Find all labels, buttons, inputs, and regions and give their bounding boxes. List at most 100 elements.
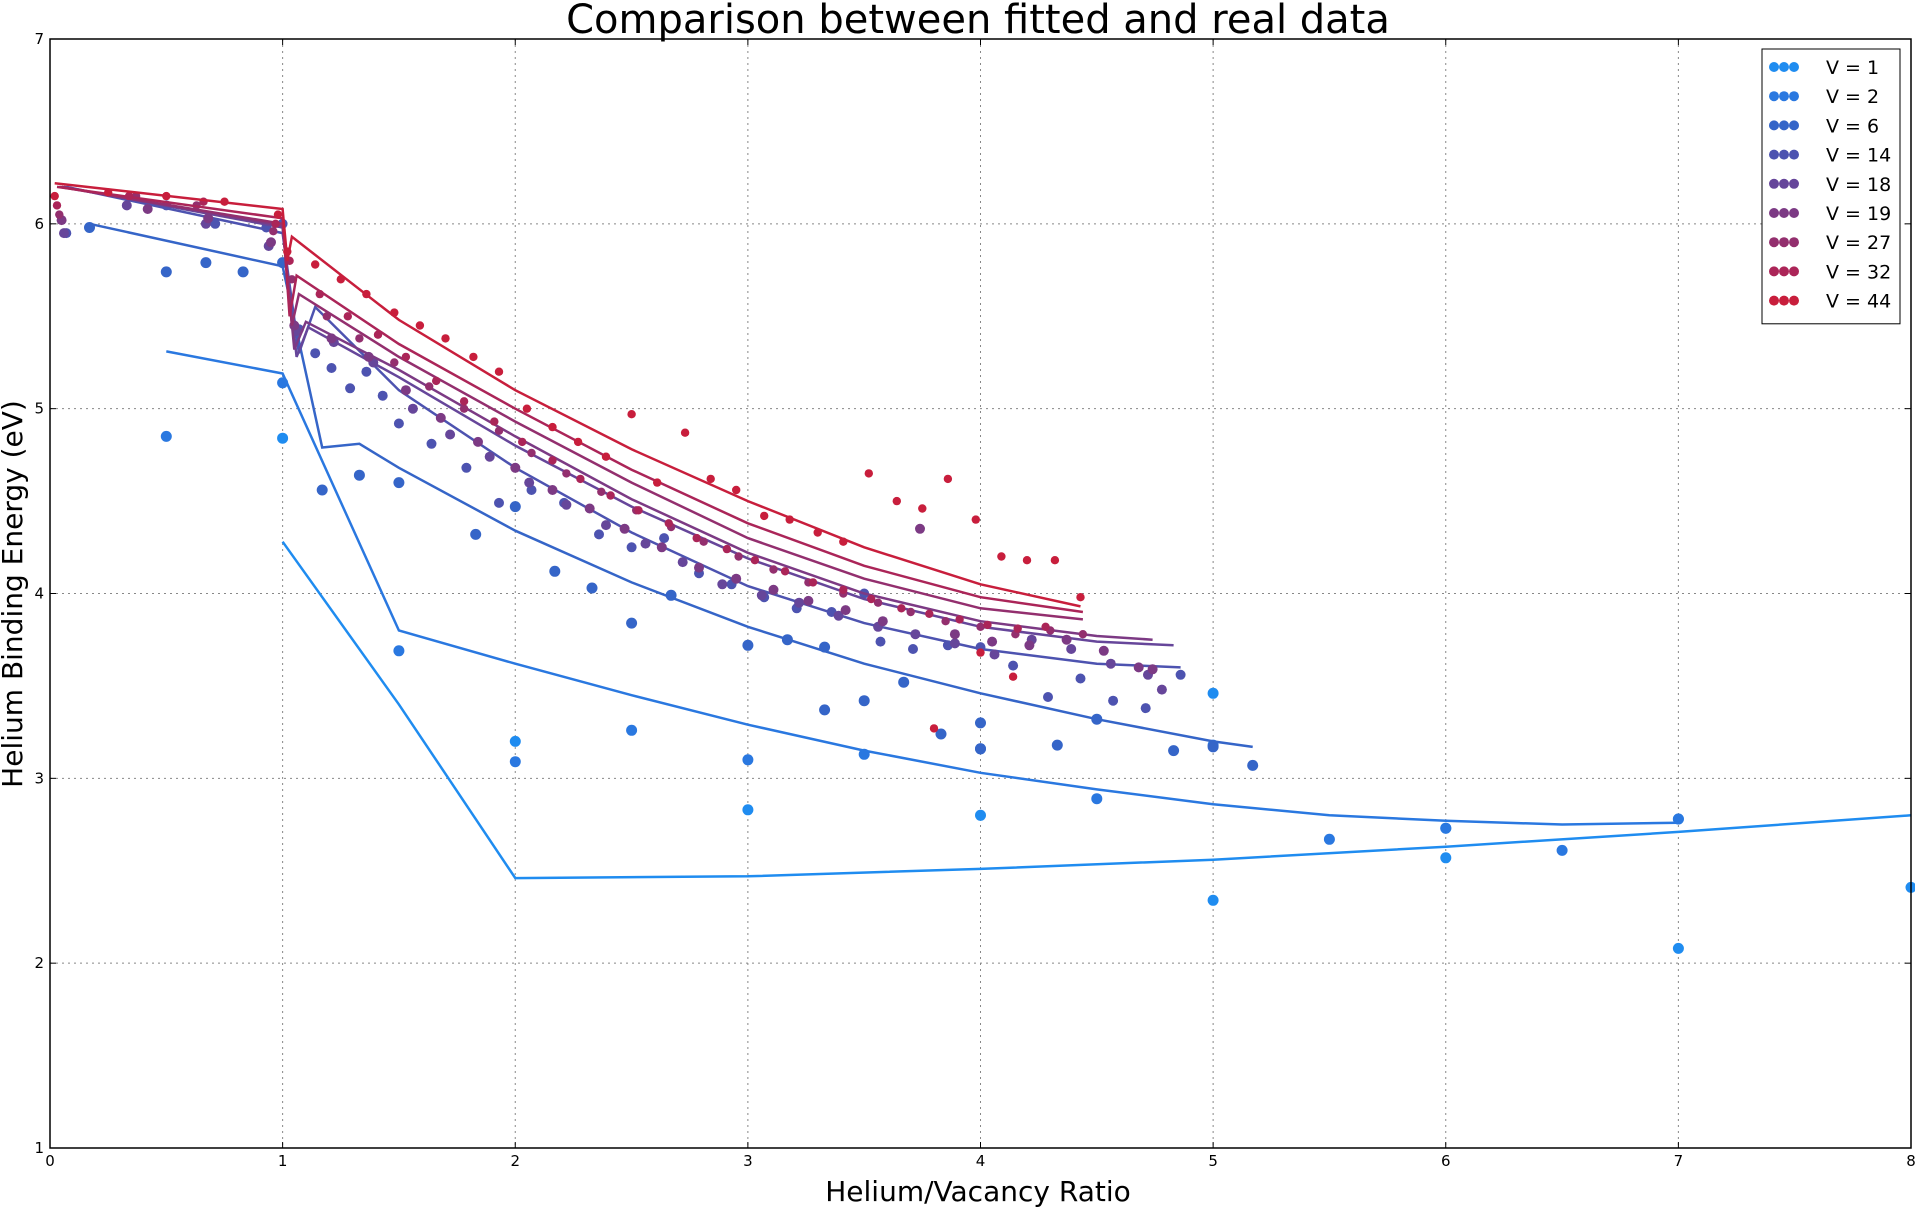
data-point — [864, 469, 873, 478]
series — [50, 181, 1085, 733]
data-point — [573, 437, 583, 447]
data-point — [441, 334, 450, 343]
data-point — [390, 308, 399, 317]
data-point — [1105, 658, 1116, 669]
data-point — [750, 556, 760, 565]
legend-marker — [1779, 91, 1789, 102]
data-point — [271, 219, 280, 228]
data-point — [509, 501, 521, 513]
data-point — [415, 321, 425, 330]
series-layer — [50, 181, 1915, 954]
legend-entry: V = 27 — [1826, 232, 1891, 254]
data-point — [1207, 894, 1219, 906]
data-point — [277, 377, 289, 389]
data-point — [524, 477, 535, 488]
data-point — [699, 537, 708, 546]
data-point — [322, 312, 331, 321]
data-point — [858, 695, 870, 707]
data-point — [548, 422, 557, 432]
legend-marker — [1789, 266, 1799, 277]
data-point — [935, 728, 947, 740]
data-point — [983, 620, 992, 630]
data-point — [287, 275, 297, 284]
data-point — [361, 366, 372, 377]
data-point — [316, 484, 328, 496]
x-tick-label: 1 — [278, 1152, 288, 1170]
data-point — [50, 191, 59, 201]
data-point — [601, 520, 611, 531]
x-tick-label: 2 — [510, 1152, 520, 1170]
data-point — [819, 641, 831, 653]
legend-marker — [1789, 120, 1799, 131]
legend-marker — [1769, 149, 1779, 160]
data-point — [425, 382, 434, 391]
data-point — [459, 397, 469, 406]
legend-marker — [1769, 120, 1779, 131]
data-point — [345, 383, 356, 394]
legend-entry: V = 32 — [1826, 261, 1891, 283]
data-point — [867, 594, 876, 604]
data-point — [220, 197, 229, 206]
legend-marker — [1789, 62, 1799, 72]
data-point — [393, 477, 405, 489]
data-point — [1207, 687, 1219, 699]
legend-marker — [1769, 266, 1779, 277]
legend-entry: V = 44 — [1826, 291, 1891, 313]
data-point — [908, 644, 918, 654]
data-point — [769, 565, 778, 574]
data-point — [459, 404, 469, 413]
x-tick-label: 3 — [743, 1152, 753, 1170]
data-point — [1140, 703, 1151, 714]
data-point — [1078, 630, 1088, 639]
data-point — [910, 629, 921, 640]
data-point — [510, 462, 521, 473]
legend-marker — [1769, 208, 1779, 218]
data-point — [1247, 759, 1259, 771]
data-point — [840, 605, 851, 616]
legend-marker — [1779, 149, 1789, 160]
data-point — [606, 491, 615, 500]
data-point — [1175, 669, 1186, 680]
data-point — [1061, 634, 1072, 645]
data-point — [1013, 624, 1022, 633]
legend-entry: V = 19 — [1826, 203, 1891, 225]
data-point — [1323, 833, 1335, 845]
data-point — [839, 537, 848, 546]
data-point — [659, 533, 670, 544]
data-point — [731, 573, 742, 584]
data-point — [760, 511, 769, 521]
data-point — [626, 542, 637, 553]
data-point — [1672, 813, 1684, 825]
data-point — [875, 636, 886, 647]
data-point — [1008, 660, 1019, 671]
data-point — [59, 228, 69, 239]
x-tick-label: 6 — [1441, 1152, 1451, 1170]
data-point — [435, 412, 446, 423]
x-axis-label: Helium/Vacancy Ratio — [825, 1175, 1130, 1208]
data-point — [490, 417, 499, 426]
legend-entry: V = 18 — [1826, 174, 1891, 196]
data-point — [142, 204, 153, 214]
data-point — [780, 567, 790, 576]
legend-marker — [1789, 237, 1799, 248]
data-point — [781, 634, 793, 646]
data-point — [1108, 695, 1119, 706]
data-point — [971, 515, 980, 524]
data-point — [677, 557, 688, 568]
data-point — [548, 456, 557, 465]
data-point — [794, 597, 805, 608]
data-point — [742, 639, 754, 651]
data-point — [1440, 822, 1452, 834]
data-point — [949, 638, 960, 649]
data-point — [1672, 942, 1684, 954]
legend-marker — [1779, 266, 1789, 277]
data-point — [785, 515, 794, 524]
data-point — [976, 648, 985, 657]
data-point — [162, 191, 171, 201]
data-point — [1133, 662, 1144, 673]
series — [84, 222, 1259, 771]
legend-marker — [1789, 178, 1799, 189]
data-point — [833, 610, 844, 621]
data-point — [470, 528, 482, 540]
data-point — [915, 523, 925, 534]
